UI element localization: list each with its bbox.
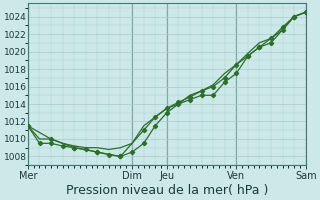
X-axis label: Pression niveau de la mer( hPa ): Pression niveau de la mer( hPa ) [66, 184, 268, 197]
